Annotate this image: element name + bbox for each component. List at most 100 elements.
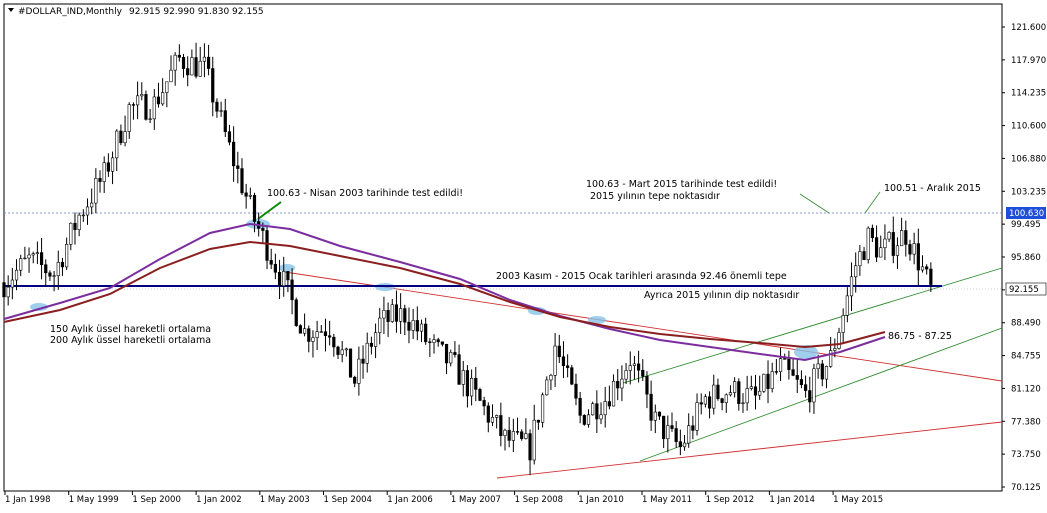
candle-body (908, 244, 912, 255)
candle-body (724, 394, 728, 403)
candle-body (373, 332, 378, 347)
price-tick-label: 117.970 (1011, 56, 1046, 66)
candle-body (891, 232, 895, 256)
candle-body (340, 349, 344, 355)
price-tick-label: 103.235 (1011, 187, 1046, 197)
candle-body (407, 321, 411, 331)
candle-body (837, 332, 841, 349)
candle-body (603, 401, 607, 416)
candle-body (753, 386, 758, 396)
candle-body (591, 403, 595, 416)
candle-body (432, 339, 436, 343)
candle-body (653, 411, 657, 421)
time-tick-label: 1 Sep 2012 (706, 495, 754, 505)
candle-body (302, 328, 307, 334)
legend-ema-150: 150 Aylık üssel hareketli ortalama (50, 324, 211, 335)
annotation-dip: Ayrıca 2015 yılının dip noktasıdır (644, 290, 799, 301)
chart-symbol: #DOLLAR_IND,Monthly (18, 7, 123, 17)
candle-body (440, 341, 444, 345)
highlight-2014 (794, 345, 818, 359)
candle-body (620, 378, 624, 389)
candle-body (486, 405, 490, 423)
candle-body (319, 331, 323, 333)
candle-body (607, 401, 611, 407)
candle-body (369, 342, 374, 347)
candle-body (816, 363, 820, 370)
candle-body (273, 263, 277, 273)
candle-body (219, 110, 223, 112)
candle-body (874, 237, 879, 258)
candle-body (344, 348, 348, 351)
candle-body (282, 271, 286, 287)
candle-body (453, 352, 457, 355)
candle-body (682, 442, 687, 448)
annotation-2003-test: 100.63 - Nisan 2003 tarihinde test edild… (267, 188, 463, 199)
candle-body (269, 260, 273, 265)
candle-body (745, 388, 749, 404)
candle-body (411, 320, 415, 331)
candle-body (6, 286, 10, 298)
ref-price-label: 100.630 (1009, 209, 1044, 219)
candle-body (85, 206, 90, 216)
candle-body (624, 370, 628, 380)
price-tick-label: 95.860 (1011, 253, 1041, 263)
candle-body (478, 389, 482, 401)
candle-body (574, 383, 578, 399)
channel-lower-line (639, 327, 1003, 462)
candle-body (770, 371, 774, 389)
price-tick-label: 70.125 (1011, 483, 1041, 493)
candle-body (545, 379, 549, 396)
candle-body (578, 397, 582, 416)
candle-body (536, 419, 540, 423)
candle-body (812, 368, 816, 403)
candle-body (399, 308, 403, 322)
arrow-2003-test (257, 201, 282, 220)
candle-body (758, 390, 762, 396)
time-tick-label: 1 Jan 2010 (578, 495, 624, 505)
candle-body (912, 243, 916, 255)
candle-body (833, 348, 837, 351)
ema-150-line (3, 240, 886, 349)
candle-body (666, 425, 670, 440)
candle-body (703, 396, 707, 405)
candle-body (190, 57, 194, 76)
candle-body (657, 411, 662, 417)
candle-body (357, 358, 361, 384)
dropdown-arrow-icon[interactable] (8, 8, 14, 12)
annotation-dec-2015: 100.51 - Aralık 2015 (884, 183, 981, 194)
candle-body (787, 358, 791, 370)
time-tick-label: 1 Sep 2000 (132, 495, 180, 505)
candle-body (687, 425, 691, 444)
candle-body (887, 232, 891, 240)
candle-body (716, 384, 720, 399)
candle-body (586, 414, 591, 425)
candle-body (712, 384, 716, 409)
candle-body (56, 262, 60, 276)
candle-body (829, 350, 833, 367)
candle-body (156, 96, 161, 105)
candle-body (211, 68, 215, 103)
candle-body (737, 381, 741, 404)
price-tick-label: 99.495 (1011, 220, 1041, 230)
candle-body (841, 315, 845, 333)
candle-body (670, 425, 674, 429)
price-tick-label: 84.755 (1011, 352, 1041, 362)
candle-body (81, 214, 85, 217)
last-price-box: 92.155 (1005, 282, 1047, 296)
candle-body (490, 417, 495, 423)
candle-body (524, 433, 528, 439)
candle-body (261, 228, 265, 231)
last-price-label: 92.155 (1009, 285, 1039, 295)
candle-body (858, 251, 862, 267)
candle-body (10, 279, 14, 288)
candle-body (77, 214, 81, 230)
candle-body (315, 331, 319, 338)
candle-body (499, 415, 503, 436)
candle-body (628, 365, 632, 371)
price-tick-label: 81.120 (1011, 384, 1041, 394)
candle-body (649, 393, 653, 421)
price-tick-label: 106.880 (1011, 154, 1046, 164)
highlight-2003 (279, 264, 295, 272)
candle-body (824, 366, 829, 380)
